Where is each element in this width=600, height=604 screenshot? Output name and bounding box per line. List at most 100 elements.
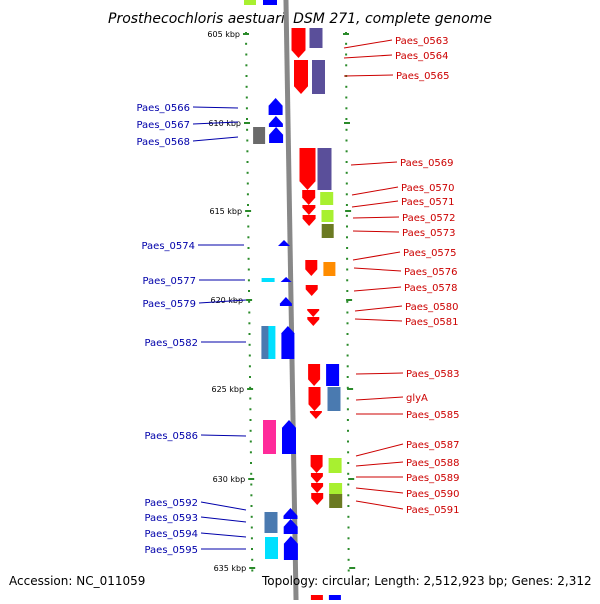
- tick-mark: [250, 472, 253, 475]
- tick-mark: [346, 365, 349, 368]
- tick-mark: [345, 182, 348, 185]
- gene-label: Paes_0574: [141, 241, 195, 252]
- tick-mark: [245, 96, 248, 99]
- gene-label: Paes_0577: [142, 276, 196, 287]
- label-leader-line: [198, 299, 247, 304]
- tick-mark: [345, 42, 348, 45]
- tick-mark: [346, 279, 349, 282]
- tick-mark: [347, 515, 350, 518]
- label-leader-line: [352, 251, 401, 261]
- tick-mark: [245, 53, 248, 56]
- ruler-major-tick: [343, 33, 349, 35]
- label-leader-line: [355, 500, 404, 510]
- gene-label: Paes_0569: [400, 158, 454, 169]
- tick-mark: [345, 85, 348, 88]
- gene-label: Paes_0580: [405, 302, 459, 313]
- gene-label: Paes_0583: [406, 369, 460, 380]
- tick-mark: [247, 247, 250, 249]
- tick-mark: [250, 483, 253, 486]
- gene-label: Paes_0572: [402, 213, 456, 224]
- gene-arrow: [299, 148, 316, 190]
- tick-mark: [345, 150, 348, 153]
- tick-mark: [246, 182, 249, 185]
- tick-mark: [246, 118, 248, 120]
- label-leader-line: [192, 106, 239, 109]
- tick-mark: [347, 440, 349, 443]
- tick-mark: [247, 257, 250, 260]
- tick-mark: [345, 204, 348, 206]
- tick-mark: [347, 537, 350, 540]
- gene-box: [265, 537, 278, 559]
- gene-label: Paes_0590: [406, 489, 460, 500]
- gene-arrow: [311, 483, 324, 493]
- gene-box: [261, 278, 275, 282]
- tick-mark: [248, 300, 251, 303]
- gene-arrow: [291, 28, 306, 58]
- gene-arrow: [281, 326, 295, 359]
- tick-mark: [345, 64, 348, 67]
- ruler-major-tick: [344, 122, 350, 124]
- tick-mark: [245, 75, 248, 77]
- gene-label: Paes_0589: [406, 473, 460, 484]
- label-leader-line: [351, 200, 399, 208]
- label-leader-line: [200, 516, 247, 523]
- tick-mark: [347, 558, 350, 561]
- gene-label: Paes_0570: [401, 183, 455, 194]
- gene-label: Paes_0571: [401, 197, 455, 208]
- gene-label: Paes_0576: [404, 267, 458, 278]
- tick-mark: [245, 64, 248, 67]
- tick-mark: [345, 118, 348, 120]
- tick-mark: [250, 494, 253, 497]
- tick-mark: [346, 300, 349, 303]
- gene-box: [264, 512, 278, 533]
- tick-mark: [345, 128, 348, 131]
- tick-mark: [345, 96, 348, 99]
- tick-mark: [246, 161, 249, 163]
- gene-arrow: [269, 127, 284, 143]
- gene-box: [329, 494, 343, 508]
- gene-box: [263, 420, 276, 454]
- label-leader-line: [351, 186, 399, 196]
- tick-mark: [249, 397, 252, 400]
- gene-arrow: [302, 215, 316, 226]
- tick-mark: [245, 85, 248, 88]
- ruler-major-tick: [346, 299, 353, 301]
- gene-label: Paes_0564: [395, 51, 449, 62]
- label-leader-line: [352, 230, 400, 233]
- tick-mark: [346, 247, 349, 249]
- ruler-major-tick: [248, 478, 255, 480]
- label-leader-line: [343, 74, 394, 77]
- label-leader-line: [200, 501, 247, 511]
- gene-box: [268, 326, 276, 359]
- gene-label: Paes_0592: [144, 498, 198, 509]
- tick-mark: [347, 505, 350, 507]
- label-leader-line: [355, 487, 404, 494]
- tick-mark: [249, 429, 252, 432]
- label-leader-line: [355, 461, 404, 467]
- tick-mark: [346, 236, 348, 239]
- tick-mark: [250, 537, 253, 540]
- gene-label: Paes_0568: [136, 137, 190, 148]
- tick-mark: [347, 429, 349, 432]
- tick-mark: [246, 193, 249, 196]
- tick-mark: [248, 365, 251, 368]
- gene-arrow: [278, 240, 290, 246]
- tick-mark: [246, 171, 249, 174]
- tick-mark: [347, 494, 350, 497]
- gene-box: [310, 595, 323, 603]
- gene-arrow: [280, 277, 292, 282]
- gene-label: Paes_0579: [142, 299, 196, 310]
- tick-mark: [346, 268, 349, 271]
- gene-arrow: [268, 116, 283, 127]
- gene-label: Paes_0565: [396, 71, 450, 82]
- tick-mark: [249, 408, 252, 411]
- tick-mark: [346, 225, 348, 228]
- gene-arrow: [282, 420, 296, 454]
- ruler-major-tick: [345, 210, 352, 212]
- ruler-major-tick: [348, 478, 355, 480]
- ruler-major-tick: [244, 122, 250, 124]
- gene-arrow: [283, 519, 298, 534]
- gene-arrow: [308, 387, 321, 411]
